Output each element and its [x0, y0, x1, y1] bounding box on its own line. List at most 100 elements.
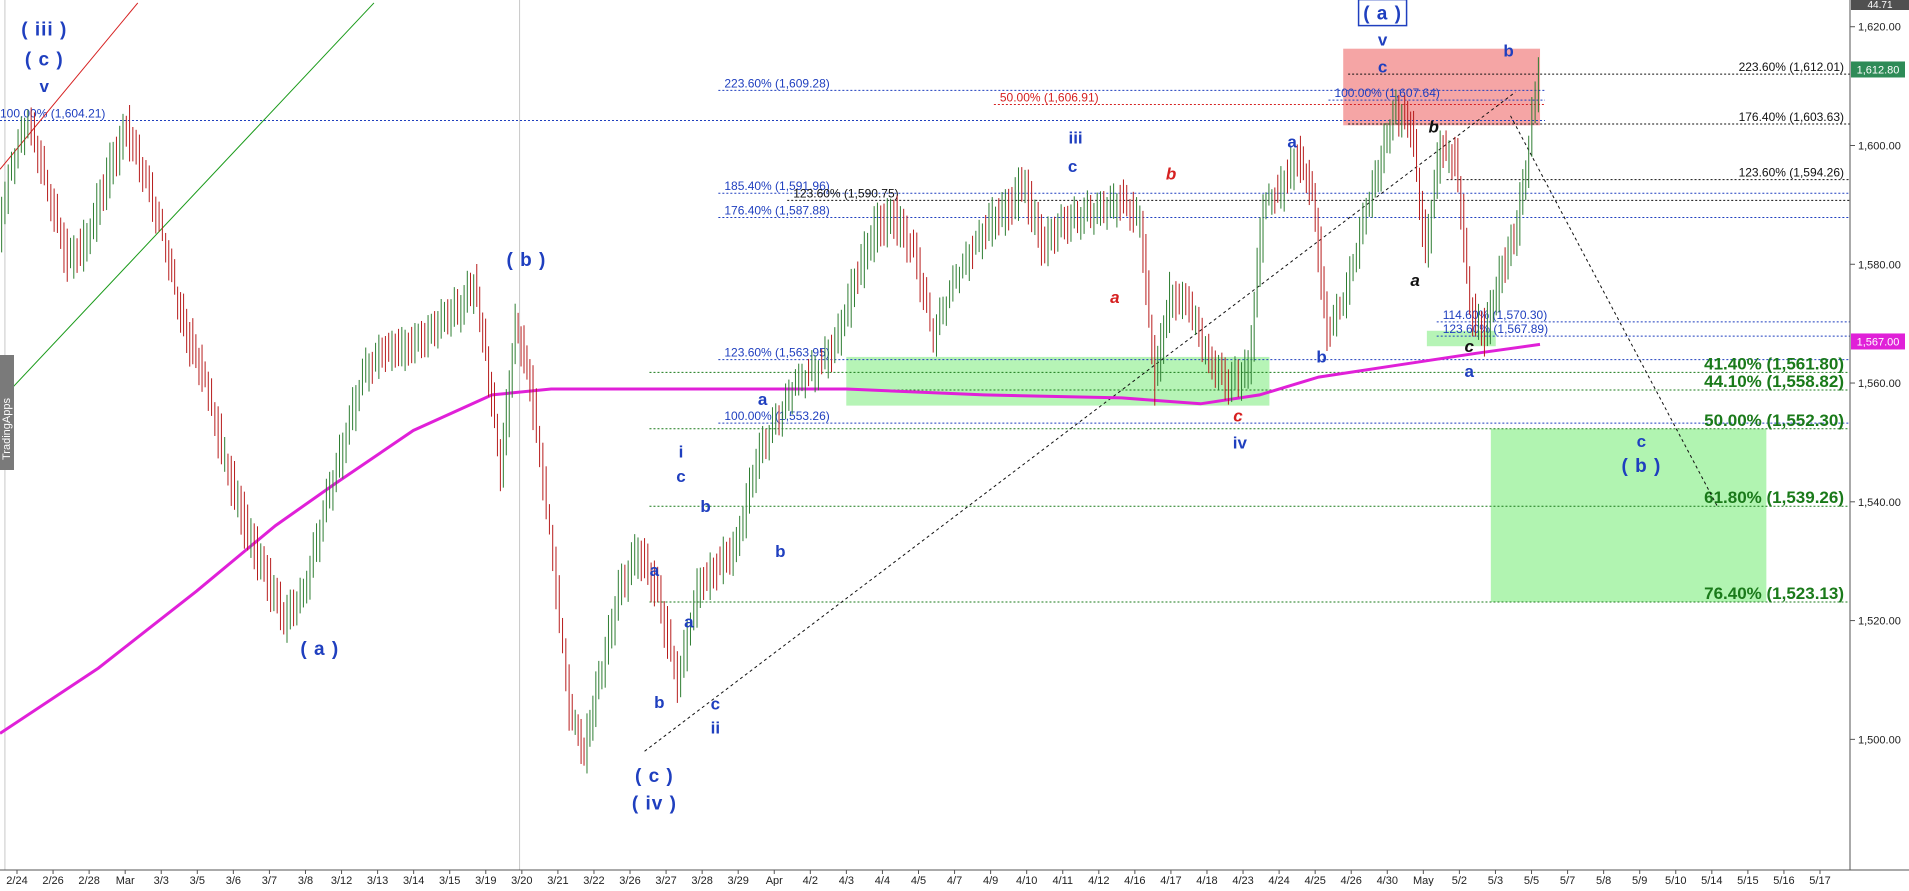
- fib-level-label: 176.40% (1,603.63): [1739, 110, 1844, 124]
- time-tick-label: 5/10: [1665, 875, 1686, 886]
- wave-label: v: [1378, 31, 1388, 50]
- fib-level-label: 100.00% (1,607.64): [1334, 86, 1439, 100]
- wave-label: c: [1464, 337, 1474, 356]
- fib-level-label: 123.60% (1,594.26): [1739, 166, 1844, 180]
- fib-level-label: 50.00% (1,552.30): [1704, 411, 1844, 430]
- time-axis: 2/24 2/26 2/28 Mar 3/3 3/5 3/6 3/7 3/8 3/12 3/13 3/…: [0, 869, 1909, 887]
- fib-zone: [1343, 48, 1541, 126]
- wave-label: ( iii ): [21, 20, 67, 41]
- price-tick-label: 1,560.00: [1858, 378, 1901, 390]
- wave-label: iii: [1068, 129, 1082, 148]
- time-tick-label: 4/23: [1232, 875, 1253, 886]
- time-tick-label: 4/4: [875, 875, 890, 886]
- time-tick-label: 5/7: [1560, 875, 1575, 886]
- trendline: [644, 91, 1516, 752]
- time-tick-label: 4/18: [1196, 875, 1217, 886]
- time-tick-label: 3/14: [403, 875, 424, 886]
- time-tick-label: 5/14: [1701, 875, 1722, 886]
- fib-level-label: 61.80% (1,539.26): [1704, 488, 1844, 507]
- time-tick-label: 5/16: [1773, 875, 1794, 886]
- wave-label: iv: [1233, 433, 1248, 452]
- time-tick-label: May: [1413, 875, 1434, 886]
- wave-label: ii: [711, 718, 720, 737]
- time-tick-label: 4/11: [1052, 875, 1073, 886]
- boxed-wave-frame: [1357, 0, 1408, 27]
- time-tick-label: 3/21: [547, 875, 568, 886]
- wave-label: ( a ): [300, 639, 339, 660]
- wave-label: b: [1166, 164, 1176, 183]
- time-tick-label: 3/19: [475, 875, 496, 886]
- fib-zone: [1490, 428, 1767, 602]
- wave-label: a: [758, 390, 768, 409]
- time-tick-label: 4/17: [1160, 875, 1181, 886]
- fib-level-label: 223.60% (1,612.01): [1739, 60, 1844, 74]
- watermark-text: TradingApps: [1, 398, 13, 460]
- top-price-tag-text: 44.71: [1867, 0, 1892, 11]
- time-tick-label: 2/24: [6, 875, 27, 886]
- time-tick-label: 3/22: [583, 875, 604, 886]
- trendline: [0, 2, 139, 170]
- trendline: [0, 2, 375, 402]
- time-tick-label: 4/25: [1304, 875, 1325, 886]
- fib-level-label: 123.60% (1,590.75): [793, 186, 898, 200]
- time-tick-label: Apr: [766, 875, 783, 886]
- wave-label: c: [1068, 157, 1077, 176]
- time-tick-label: 4/24: [1268, 875, 1289, 886]
- price-tick-label: 1,600.00: [1858, 140, 1901, 152]
- time-tick-label: 4/30: [1377, 875, 1398, 886]
- time-tick-label: 4/5: [911, 875, 926, 886]
- zones-layer: [846, 48, 1767, 602]
- moving-average-line: [0, 342, 1541, 735]
- fib-level-label: 44.10% (1,558.82): [1704, 372, 1844, 391]
- time-tick-label: 4/9: [983, 875, 998, 886]
- time-tick-label: 4/7: [947, 875, 962, 886]
- time-tick-label: 3/8: [298, 875, 313, 886]
- time-tick-label: 3/12: [331, 875, 352, 886]
- time-tick-label: 5/9: [1632, 875, 1647, 886]
- fib-level-label: 185.40% (1,591.96): [724, 179, 829, 193]
- price-tick-label: 1,500.00: [1858, 734, 1901, 746]
- time-tick-label: 3/3: [154, 875, 169, 886]
- price-tick-label: 1,520.00: [1858, 616, 1901, 628]
- time-tick-label: 5/15: [1737, 875, 1758, 886]
- time-tick-label: 2/28: [78, 875, 99, 886]
- time-tick-label: Mar: [116, 875, 135, 886]
- time-tick-label: 2/26: [42, 875, 63, 886]
- time-tick-label: 3/15: [439, 875, 460, 886]
- fib-level-label: 100.00% (1,553.26): [724, 409, 829, 423]
- wave-label: i: [679, 442, 684, 461]
- time-tick-label: 3/28: [691, 875, 712, 886]
- wave-labels-layer: ( iii )( c )v( b )( a )( c )( iv )icaabb…: [21, 0, 1660, 814]
- wave-label: ( iv ): [632, 793, 677, 814]
- top-price-tag: 44.71: [1851, 0, 1909, 11]
- current-price-tag-text: 1,612.80: [1857, 64, 1900, 76]
- wave-label: a: [1410, 271, 1419, 290]
- wave-label: a: [1287, 132, 1297, 151]
- wave-label: ( c ): [25, 49, 64, 70]
- time-tick-label: 3/13: [367, 875, 388, 886]
- price-tick-label: 1,580.00: [1858, 259, 1901, 271]
- fib-level-label: 123.60% (1,563.95): [724, 346, 829, 360]
- price-axis: 1,620.00 1,600.00 1,580.00 1,560.00 1,540.00…: [1849, 0, 1909, 870]
- time-tick-label: 3/7: [262, 875, 277, 886]
- wave-label: v: [40, 77, 50, 96]
- time-tick-label: 4/12: [1088, 875, 1109, 886]
- fib-level-label: 76.40% (1,523.13): [1704, 584, 1844, 603]
- time-tick-label: 3/6: [226, 875, 241, 886]
- wave-label: b: [775, 542, 785, 561]
- wave-label: ( c ): [635, 766, 674, 787]
- time-tick-label: 4/3: [839, 875, 854, 886]
- fib-level-label: 100.00% (1,604.21): [0, 106, 105, 120]
- time-tick-label: 5/3: [1488, 875, 1503, 886]
- fib-level-label: 50.00% (1,606.91): [1000, 90, 1099, 104]
- wave-label: a: [650, 561, 660, 580]
- boxed-wave-label: ( a ): [1363, 4, 1402, 25]
- time-tick-label: 3/29: [727, 875, 748, 886]
- wave-label: c: [711, 695, 720, 714]
- time-tick-label: 5/2: [1452, 875, 1467, 886]
- ma-price-tag-text: 1,567.00: [1857, 336, 1900, 348]
- wave-label: a: [684, 613, 694, 632]
- wave-label: c: [676, 467, 685, 486]
